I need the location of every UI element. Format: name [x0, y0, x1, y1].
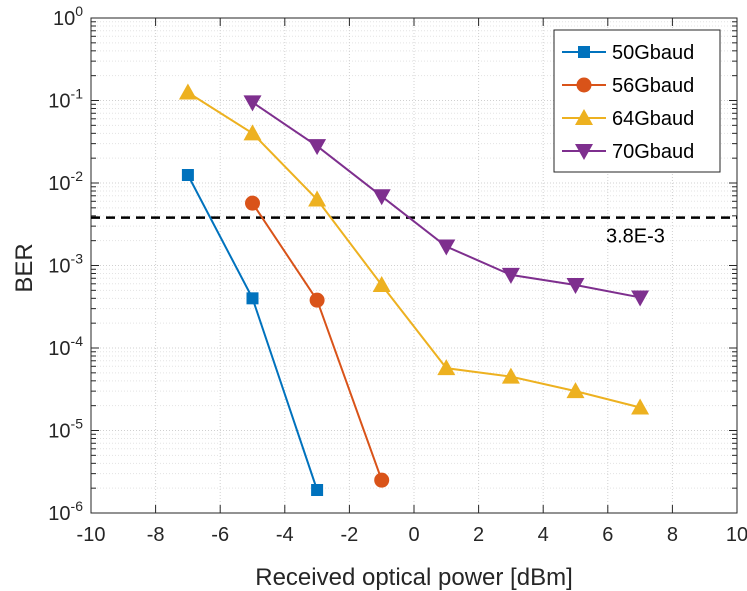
data-point [372, 189, 391, 206]
series-50Gbaud [181, 169, 324, 497]
legend-swatch-marker [575, 144, 593, 160]
legend-swatch-marker [575, 109, 593, 125]
legend-label: 56Gbaud [612, 75, 694, 97]
data-point [566, 278, 585, 295]
data-point [437, 359, 456, 376]
data-point [501, 267, 520, 284]
x-tick-label: 10 [726, 524, 747, 546]
legend-swatch-marker [578, 46, 590, 58]
data-point [631, 398, 650, 415]
legend: 50Gbaud 56Gbaud 64Gbaud 70Gbaud [553, 29, 721, 173]
axis-ticks [90, 17, 738, 514]
x-tick-label: -6 [211, 524, 229, 546]
threshold-label: 3.8E-3 [606, 226, 665, 248]
legend-label: 64Gbaud [612, 108, 694, 130]
y-tick-label: 100 [53, 3, 83, 30]
data-point [308, 190, 327, 207]
y-tick-label: 10-5 [48, 416, 83, 443]
y-tick-label: 10-3 [48, 251, 83, 278]
x-tick-label: 6 [602, 524, 613, 546]
data-point [374, 472, 390, 488]
series-64Gbaud [178, 83, 650, 415]
data-point [245, 195, 260, 211]
x-tick-label: -2 [341, 524, 359, 546]
y-axis-label: BER [11, 243, 38, 292]
x-tick-labels: -10 -8 -6 -4 -2 0 2 4 6 8 10 [77, 524, 747, 546]
data-point [631, 290, 650, 307]
data-point [566, 382, 585, 399]
x-axis-label: Received optical power [dBm] [255, 564, 572, 591]
data-point [501, 367, 520, 384]
data-point [311, 484, 324, 497]
data-point [246, 292, 259, 305]
series-56Gbaud [245, 195, 390, 488]
x-tick-label: 4 [538, 524, 549, 546]
data-point [437, 239, 456, 256]
x-tick-label: -10 [77, 524, 106, 546]
series-layer [178, 83, 650, 497]
x-tick-label: 2 [473, 524, 484, 546]
series-line [187, 91, 641, 409]
legend-label: 70Gbaud [612, 141, 694, 163]
y-tick-label: 10-2 [48, 168, 83, 195]
y-tick-label: 10-4 [48, 333, 83, 360]
data-point [308, 139, 327, 156]
x-tick-label: -8 [147, 524, 165, 546]
legend-label: 50Gbaud [612, 42, 694, 64]
y-tick-label: 10-1 [48, 86, 83, 113]
data-point [243, 95, 262, 112]
legend-swatch-marker [576, 77, 592, 93]
y-tick-labels: 100 10-1 10-2 10-3 10-4 10-5 10-6 [48, 3, 83, 525]
data-point [243, 124, 262, 141]
x-tick-label: 0 [408, 524, 419, 546]
y-tick-label: 10-6 [48, 498, 83, 525]
x-tick-label: 8 [667, 524, 678, 546]
data-point [178, 83, 197, 100]
series-70Gbaud [243, 95, 650, 307]
data-point [181, 169, 194, 182]
x-tick-label: -4 [276, 524, 294, 546]
data-point [372, 276, 391, 293]
data-point [309, 292, 325, 308]
